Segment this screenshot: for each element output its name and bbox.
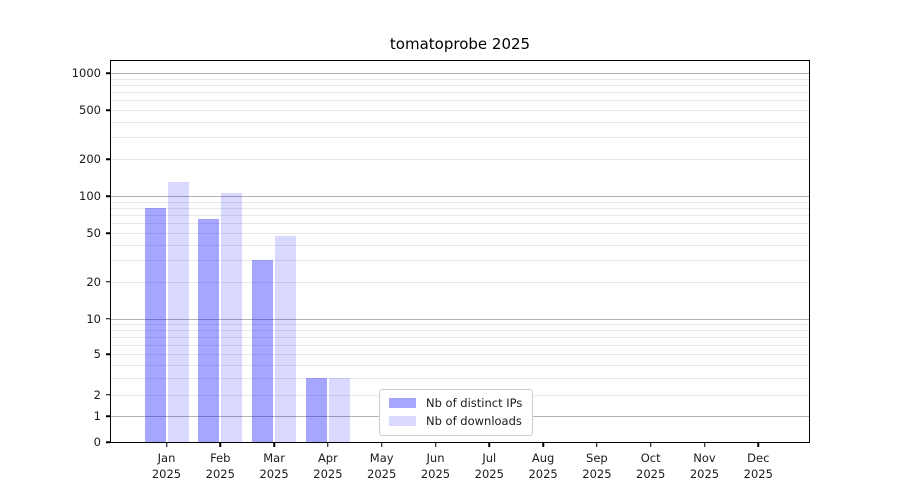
legend-swatch-distinct-ips: [389, 398, 416, 408]
bar-distinct-ips-jan: [144, 207, 166, 442]
y-tick-label-0: 0: [93, 435, 101, 449]
gridline-minor-3: [110, 378, 810, 380]
gridline-minor-50: [110, 233, 810, 234]
y-tick-label-1: 1: [93, 409, 101, 424]
legend-swatch-downloads: [389, 416, 416, 426]
x-tick-dec: [757, 443, 760, 447]
legend-item-downloads: Nb of downloads: [389, 414, 522, 428]
bar-downloads-apr: [328, 378, 350, 442]
y-tick-label-5: 5: [93, 347, 101, 361]
gridline-minor-5: [110, 354, 810, 355]
chart-title: tomatoprobe 2025: [389, 35, 531, 53]
gridline-minor-8: [110, 330, 810, 332]
x-tick-jan: [165, 443, 168, 447]
bar-downloads-feb: [221, 193, 243, 442]
gridline-minor-60: [110, 223, 810, 225]
y-tick-label-2: 2: [93, 387, 101, 402]
gridline-minor-7: [110, 337, 810, 338]
legend-label-downloads: Nb of downloads: [426, 414, 522, 428]
bar-distinct-ips-feb: [198, 219, 220, 442]
y-tick-200: [106, 158, 110, 160]
legend: Nb of distinct IPs Nb of downloads: [379, 389, 534, 436]
gridline-minor-700: [110, 92, 810, 94]
x-tick-aug: [542, 443, 544, 447]
x-tick-label-may: May 2025: [367, 451, 397, 481]
x-tick-feb: [219, 443, 222, 447]
x-tick-label-feb: Feb 2025: [205, 451, 235, 481]
x-tick-label-oct: Oct 2025: [636, 451, 666, 481]
y-tick-1: [106, 415, 110, 418]
gridline-minor-30: [110, 260, 810, 262]
x-tick-label-jan: Jan 2025: [151, 451, 182, 481]
y-tick-label-1000: 1000: [71, 66, 101, 80]
y-tick-label-20: 20: [86, 274, 101, 289]
gridline-minor-400: [110, 121, 810, 123]
y-tick-100: [106, 195, 110, 197]
y-tick-label-200: 200: [79, 152, 101, 166]
y-tick-20: [106, 281, 110, 283]
gridline-minor-6: [110, 344, 810, 346]
gridline-minor-80: [110, 207, 810, 209]
x-tick-label-jul: Jul 2025: [474, 451, 504, 481]
legend-item-distinct-ips: Nb of distinct IPs: [389, 396, 522, 410]
y-tick-label-500: 500: [79, 103, 101, 117]
y-tick-2: [106, 394, 110, 396]
x-tick-mar: [273, 443, 275, 447]
y-tick-50: [106, 232, 110, 234]
y-axis: 0 1 2 5 10 20 50 100 200 500 1000: [0, 60, 110, 449]
gridline-major-1000: [110, 73, 810, 74]
y-tick-5: [106, 353, 110, 355]
x-tick-label-mar: Mar 2025: [259, 451, 289, 481]
bar-distinct-ips-apr: [305, 378, 327, 442]
gridline-minor-800: [110, 84, 810, 86]
y-tick-500: [106, 109, 110, 111]
x-tick-label-apr: Apr 2025: [313, 451, 343, 481]
x-tick-apr: [327, 443, 329, 447]
x-tick-jul: [488, 443, 491, 447]
x-tick-may: [380, 443, 383, 447]
y-tick-1000: [106, 72, 110, 74]
x-tick-nov: [703, 443, 706, 447]
x-tick-label-jun: Jun 2025: [420, 451, 451, 481]
plot-area: Nb of distinct IPs Nb of downloads: [110, 60, 810, 443]
gridline-major-10: [110, 318, 810, 320]
gridline-minor-9: [110, 324, 810, 325]
gridline-minor-70: [110, 215, 810, 216]
gridline-minor-900: [110, 78, 810, 80]
y-tick-label-100: 100: [79, 189, 101, 203]
x-tick-jun: [434, 443, 437, 447]
gridline-minor-4: [110, 364, 810, 366]
gridline-minor-90: [110, 201, 810, 203]
x-axis: Jan 2025 Feb 2025 Mar 2025 Apr 2025 May 2025 Jun 20…: [110, 443, 810, 498]
gridline-minor-20: [110, 281, 810, 283]
gridline-minor-500: [110, 110, 810, 111]
y-tick-10: [106, 317, 110, 320]
y-tick-label-50: 50: [86, 226, 101, 240]
x-tick-oct: [649, 443, 652, 447]
x-tick-label-sep: Sep 2025: [582, 451, 612, 481]
x-tick-label-dec: Dec 2025: [743, 451, 773, 481]
bar-downloads-mar: [275, 236, 297, 442]
gridline-minor-40: [110, 244, 810, 246]
y-tick-label-10: 10: [86, 311, 101, 326]
gridline-minor-300: [110, 137, 810, 139]
gridline-major-100: [110, 196, 810, 197]
gridline-minor-600: [110, 100, 810, 102]
gridline-minor-200: [110, 159, 810, 160]
y-tick-0: [106, 441, 110, 443]
x-tick-sep: [596, 443, 598, 447]
bar-downloads-jan: [167, 182, 189, 442]
bar-distinct-ips-mar: [252, 260, 274, 442]
legend-label-distinct-ips: Nb of distinct IPs: [426, 396, 523, 410]
x-tick-label-aug: Aug 2025: [528, 451, 558, 481]
x-tick-label-nov: Nov 2025: [689, 451, 720, 481]
